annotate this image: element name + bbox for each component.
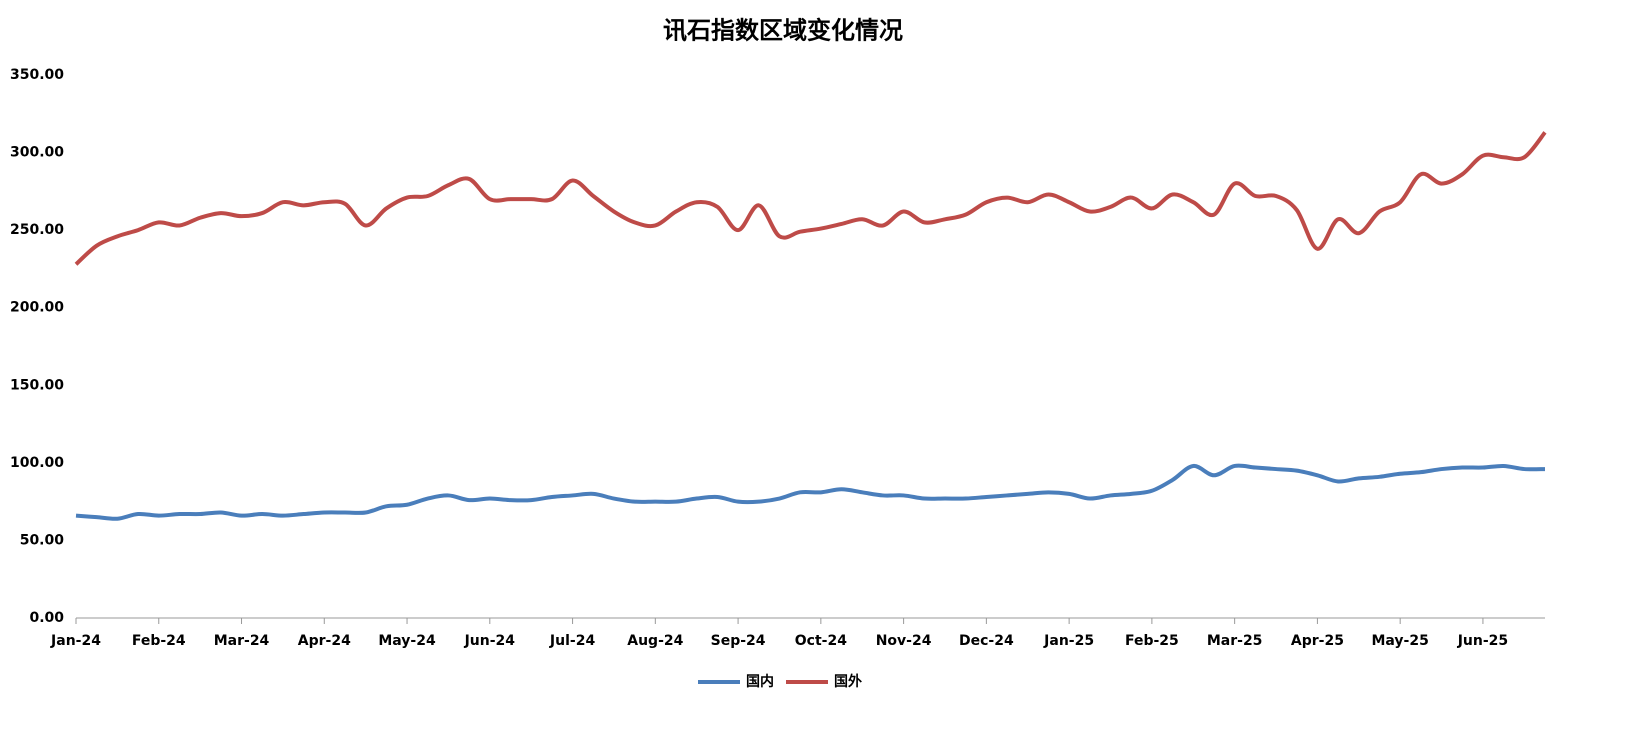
x-tick-label: Jan-25: [1043, 633, 1094, 649]
series-line: [74, 131, 1547, 266]
x-tick-label: Jun-25: [1457, 633, 1508, 649]
y-tick-label: 150.00: [10, 377, 64, 393]
x-tick-label: Jan-24: [50, 633, 101, 649]
y-tick-label: 250.00: [10, 222, 64, 238]
x-tick-label: May-25: [1371, 633, 1428, 649]
y-tick-label: 200.00: [10, 300, 64, 316]
y-tick-label: 300.00: [10, 145, 64, 161]
x-tick-label: Aug-24: [627, 633, 683, 649]
x-tick-label: Sep-24: [711, 633, 766, 649]
legend-label: 国外: [834, 673, 862, 690]
x-tick-label: Apr-25: [1291, 633, 1344, 649]
y-tick-label: 0.00: [29, 610, 64, 626]
x-tick-label: Jul-24: [549, 633, 596, 649]
x-tick-label: Mar-24: [214, 633, 270, 649]
legend-label: 国内: [746, 673, 774, 690]
x-tick-label: Dec-24: [959, 633, 1014, 649]
x-tick-label: Nov-24: [876, 633, 932, 649]
x-tick-label: May-24: [378, 633, 436, 649]
x-tick-label: Feb-24: [132, 633, 186, 649]
x-tick-label: Mar-25: [1207, 633, 1263, 649]
chart-title: 讯石指数区域变化情况: [663, 16, 903, 45]
series-line: [75, 463, 1546, 521]
y-tick-label: 100.00: [10, 455, 64, 471]
y-tick-label: 350.00: [10, 67, 64, 83]
x-tick-label: Feb-25: [1125, 633, 1179, 649]
y-tick-label: 50.00: [20, 532, 65, 548]
x-tick-label: Oct-24: [795, 633, 847, 649]
x-tick-label: Jun-24: [464, 633, 516, 649]
x-tick-label: Apr-24: [298, 633, 351, 649]
